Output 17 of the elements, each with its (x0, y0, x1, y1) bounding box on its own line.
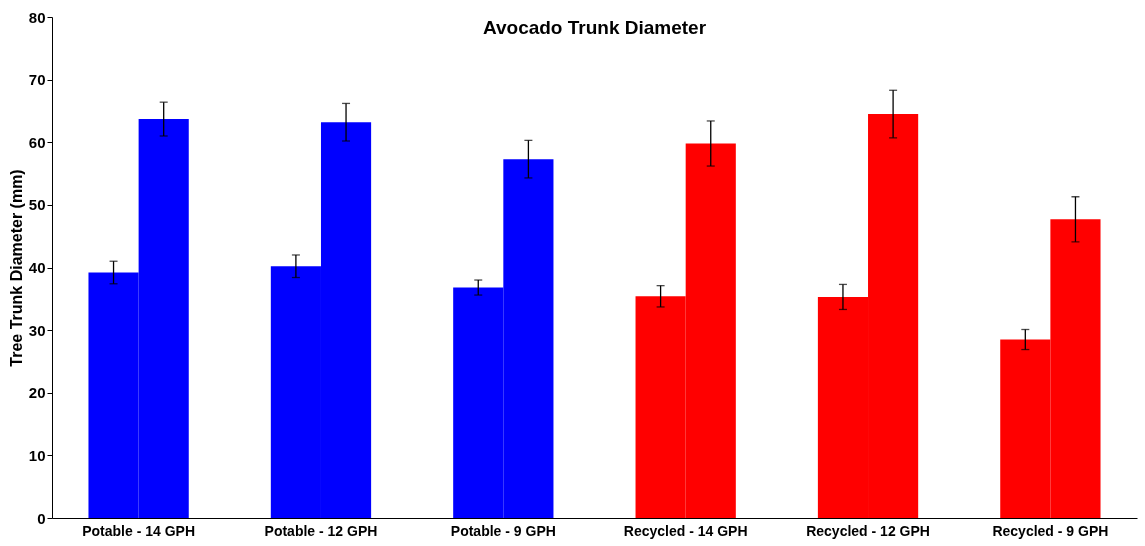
x-tick-label: Potable - 12 GPH (264, 522, 378, 539)
y-tick-label: 70 (28, 71, 46, 89)
x-tick-label: Recycled - 14 GPH (623, 522, 748, 539)
y-tick-label: 80 (28, 8, 46, 26)
x-tick-label: Recycled - 12 GPH (806, 522, 930, 539)
y-tick-label: 30 (28, 321, 46, 339)
x-tick-label: Potable - 14 GPH (82, 522, 196, 539)
y-axis-title: Tree Trunk Diameter (mm) (7, 169, 25, 367)
y-tick-label: 40 (28, 259, 46, 276)
y-tick-label: 50 (28, 196, 46, 214)
x-tick-label: Potable - 9 GPH (450, 522, 556, 539)
chart-title: Avocado Trunk Diameter (482, 17, 707, 38)
x-tick-label: Recycled - 9 GPH (992, 522, 1109, 539)
y-tick-label: 0 (37, 509, 46, 527)
y-tick-label: 60 (28, 133, 46, 151)
y-tick-label: 10 (28, 446, 46, 464)
y-tick-label: 20 (28, 384, 46, 402)
